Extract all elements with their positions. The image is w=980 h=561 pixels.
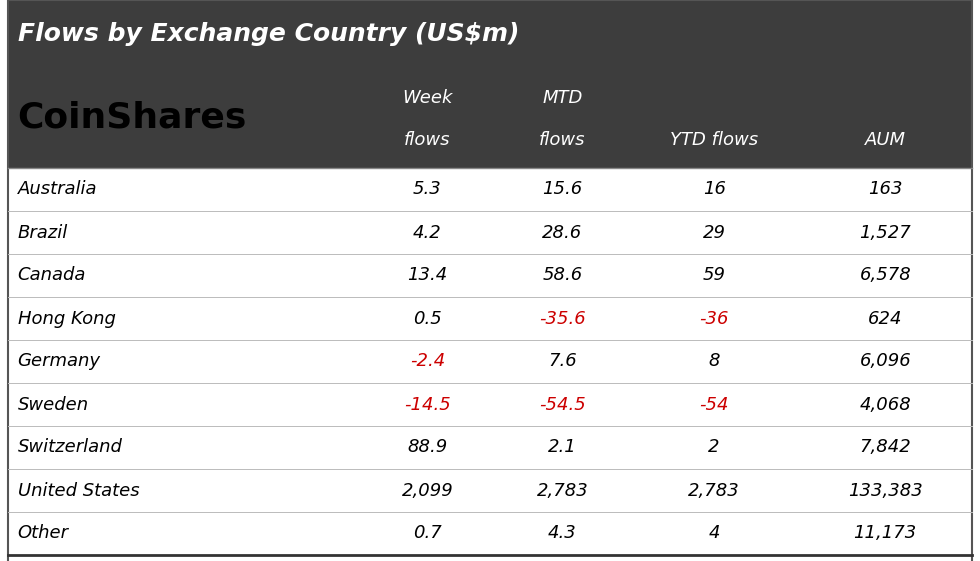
Text: Canada: Canada [18, 266, 86, 284]
Text: 2,783: 2,783 [688, 481, 740, 499]
Text: -2.4: -2.4 [410, 352, 445, 370]
Text: 11,173: 11,173 [854, 525, 917, 542]
Text: 0.7: 0.7 [413, 525, 442, 542]
Bar [8, 383, 972, 426]
Bar [8, 211, 972, 254]
Text: Week: Week [402, 89, 453, 107]
Text: 2,783: 2,783 [536, 481, 588, 499]
Text: 1,527: 1,527 [859, 223, 911, 241]
Bar [8, 297, 972, 340]
Text: CoinShares: CoinShares [18, 101, 247, 135]
Text: 163: 163 [868, 181, 903, 199]
Bar [8, 426, 972, 469]
Text: -54: -54 [700, 396, 729, 413]
Bar [8, 469, 972, 512]
Text: 4: 4 [709, 525, 720, 542]
Text: 58.6: 58.6 [542, 266, 582, 284]
Text: 4,068: 4,068 [859, 396, 911, 413]
Text: 88.9: 88.9 [408, 439, 448, 457]
Text: MTD: MTD [542, 89, 582, 107]
Bar [8, 68, 972, 168]
Text: flows: flows [404, 131, 451, 149]
Text: 28.6: 28.6 [542, 223, 582, 241]
Text: YTD flows: YTD flows [670, 131, 759, 149]
Text: 133,383: 133,383 [848, 481, 922, 499]
Bar [8, 512, 972, 555]
Bar [8, 168, 972, 211]
Text: 2,099: 2,099 [402, 481, 453, 499]
Text: 15.6: 15.6 [542, 181, 582, 199]
Text: Sweden: Sweden [18, 396, 89, 413]
Text: -14.5: -14.5 [404, 396, 451, 413]
Text: 4.2: 4.2 [413, 223, 442, 241]
Text: 624: 624 [868, 310, 903, 328]
Text: 16: 16 [703, 181, 725, 199]
Text: -36: -36 [700, 310, 729, 328]
Text: 29: 29 [703, 223, 725, 241]
Text: 6,578: 6,578 [859, 266, 911, 284]
Text: 2: 2 [709, 439, 720, 457]
Text: 2.1: 2.1 [548, 439, 576, 457]
Text: Brazil: Brazil [18, 223, 68, 241]
Bar [8, 555, 972, 561]
Text: United States: United States [18, 481, 139, 499]
Text: Flows by Exchange Country (US$m): Flows by Exchange Country (US$m) [18, 22, 519, 46]
Text: 7.6: 7.6 [548, 352, 576, 370]
Text: 59: 59 [703, 266, 725, 284]
Text: AUM: AUM [864, 131, 906, 149]
Text: 5.3: 5.3 [413, 181, 442, 199]
Text: 0.5: 0.5 [413, 310, 442, 328]
Bar [8, 340, 972, 383]
Text: Other: Other [18, 525, 69, 542]
Text: -35.6: -35.6 [539, 310, 586, 328]
Text: Hong Kong: Hong Kong [18, 310, 116, 328]
Text: 6,096: 6,096 [859, 352, 911, 370]
Text: flows: flows [539, 131, 585, 149]
Text: 13.4: 13.4 [408, 266, 448, 284]
Bar [8, 0, 972, 68]
Text: 7,842: 7,842 [859, 439, 911, 457]
Text: Germany: Germany [18, 352, 101, 370]
Bar [8, 254, 972, 297]
Text: 8: 8 [709, 352, 720, 370]
Text: 4.3: 4.3 [548, 525, 576, 542]
Text: -54.5: -54.5 [539, 396, 586, 413]
Text: Switzerland: Switzerland [18, 439, 122, 457]
Text: Australia: Australia [18, 181, 97, 199]
